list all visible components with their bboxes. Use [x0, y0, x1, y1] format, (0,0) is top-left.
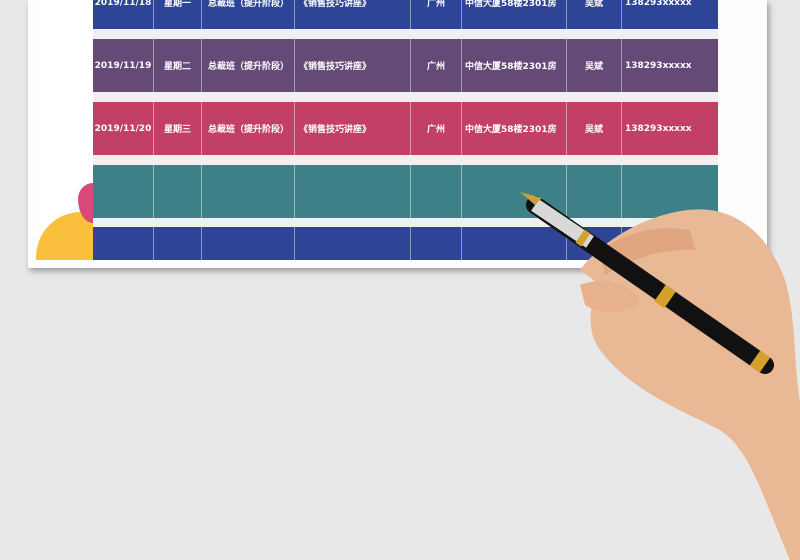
table-cell[interactable]: 中信大厦58楼2301房 [462, 102, 567, 155]
table-cell[interactable]: 138293xxxxx [625, 0, 692, 8]
table-cell[interactable]: 星期一 [154, 0, 202, 29]
table-cell[interactable]: 2019/11/20 [93, 102, 154, 155]
pen-nib [520, 192, 542, 205]
table-cell[interactable]: 星期二 [154, 39, 202, 92]
table-cell[interactable] [295, 165, 411, 218]
table-cell[interactable]: 138293xxxxx [625, 123, 692, 134]
hand-holding-pen-image [520, 192, 800, 560]
table-cell[interactable] [202, 165, 295, 218]
table-cell[interactable]: 2019/11/18 [93, 0, 154, 29]
table-cell[interactable]: 广州 [411, 39, 462, 92]
sheet-area: 2019/11/18 星期一 总裁班（提升阶段） 《销售技巧讲座》 广州 中信大厦58楼2… [36, 0, 718, 260]
table-cell[interactable]: 《销售技巧讲座》 [295, 0, 411, 29]
table-cell[interactable] [202, 227, 295, 260]
table-cell[interactable] [462, 227, 567, 260]
table-cell[interactable]: 中信大厦58楼2301房 [462, 39, 567, 92]
table-cell[interactable]: 吴斌 [567, 102, 622, 155]
table-cell[interactable]: 2019/11/19 [93, 39, 154, 92]
table-cell[interactable]: 总裁班（提升阶段） [202, 0, 295, 29]
table-cell[interactable]: 总裁班（提升阶段） [202, 102, 295, 155]
table-row: 2019/11/19 星期二 总裁班（提升阶段） 《销售技巧讲座》 广州 中信大厦58楼2… [93, 39, 718, 92]
table-cell[interactable] [154, 227, 202, 260]
table-cell[interactable] [93, 165, 154, 218]
table-row [93, 165, 718, 218]
table-cell[interactable] [411, 165, 462, 218]
table-cell[interactable]: 星期三 [154, 102, 202, 155]
table-cell[interactable]: 《销售技巧讲座》 [295, 102, 411, 155]
table-row: 2019/11/20 星期三 总裁班（提升阶段） 《销售技巧讲座》 广州 中信大厦58楼2… [93, 102, 718, 155]
table-row: 2019/11/18 星期一 总裁班（提升阶段） 《销售技巧讲座》 广州 中信大厦58楼2… [93, 0, 718, 29]
table-cell[interactable] [154, 165, 202, 218]
table-cell[interactable]: 138293xxxxx [625, 60, 692, 71]
table-cell[interactable]: 吴斌 [567, 39, 622, 92]
table-cell[interactable] [567, 165, 622, 218]
table-cell[interactable] [295, 227, 411, 260]
table-cell[interactable]: 总裁班（提升阶段） [202, 39, 295, 92]
table-cell[interactable]: 吴斌 [567, 0, 622, 29]
table-cell[interactable] [462, 165, 567, 218]
table-cell[interactable]: 广州 [411, 102, 462, 155]
table-cell[interactable]: 广州 [411, 0, 462, 29]
table-cell[interactable] [93, 227, 154, 260]
table-cell[interactable]: 《销售技巧讲座》 [295, 39, 411, 92]
table-cell[interactable] [411, 227, 462, 260]
table-cell[interactable]: 中信大厦58楼2301房 [462, 0, 567, 29]
